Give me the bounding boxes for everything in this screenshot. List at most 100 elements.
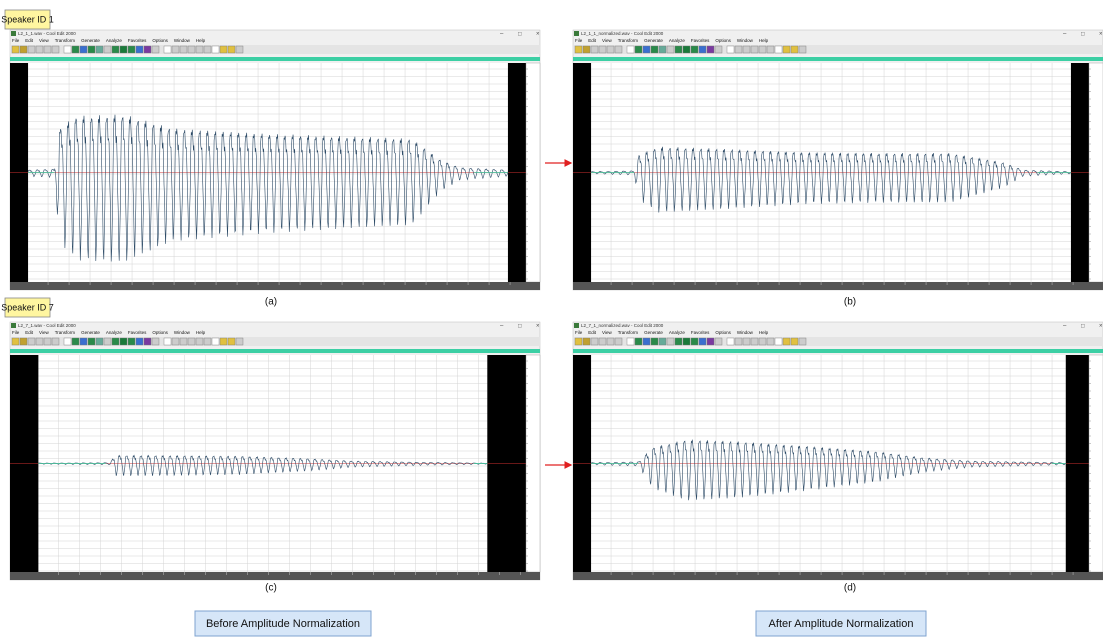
toolbar-button[interactable]: [52, 338, 59, 345]
toolbar-button[interactable]: [152, 338, 159, 345]
toolbar-button[interactable]: [120, 338, 127, 345]
menu-item[interactable]: View: [39, 38, 49, 43]
toolbar-button[interactable]: [607, 46, 614, 53]
menu-item[interactable]: Options: [715, 38, 731, 43]
toolbar-button[interactable]: [20, 338, 27, 345]
menu-item[interactable]: View: [39, 330, 49, 335]
toolbar-button[interactable]: [767, 46, 774, 53]
toolbar-button[interactable]: [172, 46, 179, 53]
toolbar-button[interactable]: [204, 46, 211, 53]
toolbar-button[interactable]: [735, 338, 742, 345]
toolbar-button[interactable]: [707, 46, 714, 53]
toolbar-button[interactable]: [699, 46, 706, 53]
toolbar-button[interactable]: [635, 338, 642, 345]
toolbar-button[interactable]: [104, 338, 111, 345]
toolbar-button[interactable]: [80, 338, 87, 345]
toolbar-button[interactable]: [120, 46, 127, 53]
toolbar-button[interactable]: [691, 46, 698, 53]
menu-item[interactable]: Generate: [644, 330, 663, 335]
toolbar-button[interactable]: [715, 338, 722, 345]
window-control[interactable]: ×: [1099, 324, 1103, 330]
toolbar-button[interactable]: [799, 46, 806, 53]
toolbar-button[interactable]: [683, 46, 690, 53]
toolbar-button[interactable]: [727, 338, 734, 345]
toolbar-button[interactable]: [615, 338, 622, 345]
menu-item[interactable]: Transform: [618, 38, 639, 43]
toolbar-button[interactable]: [88, 338, 95, 345]
menu-item[interactable]: Transform: [618, 330, 639, 335]
toolbar-button[interactable]: [699, 338, 706, 345]
toolbar-button[interactable]: [72, 46, 79, 53]
toolbar-button[interactable]: [96, 338, 103, 345]
toolbar-button[interactable]: [180, 338, 187, 345]
menu-item[interactable]: Favorites: [691, 330, 710, 335]
toolbar-button[interactable]: [759, 338, 766, 345]
toolbar-button[interactable]: [128, 46, 135, 53]
menu-item[interactable]: Help: [759, 38, 769, 43]
toolbar-button[interactable]: [136, 338, 143, 345]
toolbar-button[interactable]: [220, 338, 227, 345]
toolbar-button[interactable]: [599, 338, 606, 345]
toolbar-button[interactable]: [643, 338, 650, 345]
toolbar-button[interactable]: [583, 46, 590, 53]
toolbar-button[interactable]: [180, 46, 187, 53]
toolbar-button[interactable]: [228, 338, 235, 345]
toolbar-button[interactable]: [575, 338, 582, 345]
menu-item[interactable]: Window: [737, 38, 754, 43]
menu-item[interactable]: Window: [174, 38, 191, 43]
menu-item[interactable]: Window: [737, 330, 754, 335]
menu-item[interactable]: Help: [759, 330, 769, 335]
toolbar-button[interactable]: [220, 46, 227, 53]
toolbar-button[interactable]: [735, 46, 742, 53]
toolbar-button[interactable]: [204, 338, 211, 345]
toolbar-button[interactable]: [791, 338, 798, 345]
menu-item[interactable]: View: [602, 330, 612, 335]
toolbar-button[interactable]: [727, 46, 734, 53]
toolbar-button[interactable]: [188, 46, 195, 53]
toolbar-button[interactable]: [615, 46, 622, 53]
window-control[interactable]: ×: [1099, 32, 1103, 38]
menu-item[interactable]: File: [12, 330, 20, 335]
menu-item[interactable]: Analyze: [106, 38, 123, 43]
toolbar-button[interactable]: [751, 338, 758, 345]
toolbar-button[interactable]: [228, 46, 235, 53]
menu-item[interactable]: View: [602, 38, 612, 43]
menu-item[interactable]: Help: [196, 38, 206, 43]
toolbar-button[interactable]: [128, 338, 135, 345]
menu-item[interactable]: Generate: [644, 38, 663, 43]
toolbar-button[interactable]: [743, 338, 750, 345]
window-control[interactable]: □: [518, 324, 522, 330]
menu-item[interactable]: Analyze: [669, 38, 686, 43]
toolbar-button[interactable]: [104, 46, 111, 53]
toolbar-button[interactable]: [659, 338, 666, 345]
window-control[interactable]: □: [1081, 324, 1085, 330]
toolbar-button[interactable]: [751, 46, 758, 53]
toolbar-button[interactable]: [64, 338, 71, 345]
toolbar-button[interactable]: [144, 46, 151, 53]
toolbar-button[interactable]: [172, 338, 179, 345]
menu-item[interactable]: Analyze: [106, 330, 123, 335]
toolbar-button[interactable]: [28, 46, 35, 53]
toolbar-button[interactable]: [775, 338, 782, 345]
toolbar-button[interactable]: [52, 46, 59, 53]
toolbar-button[interactable]: [715, 46, 722, 53]
toolbar-button[interactable]: [759, 46, 766, 53]
toolbar-button[interactable]: [627, 338, 634, 345]
toolbar-button[interactable]: [12, 46, 19, 53]
toolbar-button[interactable]: [675, 46, 682, 53]
menu-item[interactable]: Generate: [81, 330, 100, 335]
toolbar-button[interactable]: [743, 46, 750, 53]
toolbar-button[interactable]: [591, 46, 598, 53]
menu-item[interactable]: Edit: [25, 330, 34, 335]
menu-item[interactable]: File: [12, 38, 20, 43]
menu-item[interactable]: Transform: [55, 38, 76, 43]
toolbar-button[interactable]: [775, 46, 782, 53]
toolbar-button[interactable]: [212, 46, 219, 53]
toolbar-button[interactable]: [783, 46, 790, 53]
menu-item[interactable]: Generate: [81, 38, 100, 43]
window-control[interactable]: ×: [536, 32, 540, 38]
menu-item[interactable]: Options: [715, 330, 731, 335]
menu-item[interactable]: Favorites: [128, 38, 147, 43]
window-control[interactable]: □: [1081, 32, 1085, 38]
toolbar-button[interactable]: [96, 46, 103, 53]
